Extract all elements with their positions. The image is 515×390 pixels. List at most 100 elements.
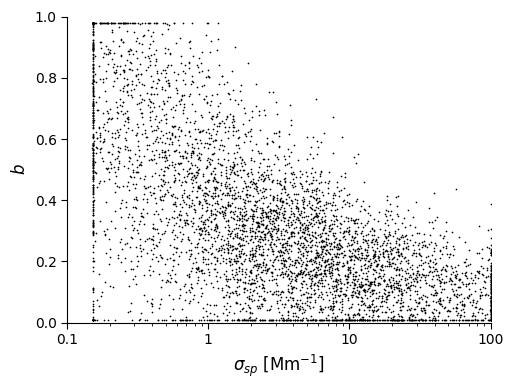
Point — [487, 293, 495, 300]
Point — [130, 29, 139, 35]
Point — [236, 242, 245, 248]
Point — [224, 201, 232, 207]
Point — [260, 288, 268, 294]
Point — [451, 274, 459, 280]
Point — [193, 169, 201, 176]
Point — [279, 212, 287, 218]
Point — [147, 123, 155, 129]
Point — [356, 282, 364, 289]
Point — [162, 111, 170, 117]
Point — [387, 207, 395, 214]
Point — [313, 271, 321, 278]
Point — [392, 299, 401, 305]
Point — [182, 119, 190, 125]
Point — [407, 316, 416, 323]
Point — [364, 218, 372, 224]
Point — [236, 243, 244, 249]
Point — [369, 266, 377, 272]
Point — [233, 234, 241, 240]
Point — [130, 272, 139, 278]
Point — [262, 186, 270, 193]
Point — [487, 302, 495, 308]
Point — [302, 223, 311, 230]
Point — [89, 20, 97, 26]
Point — [398, 316, 406, 323]
Point — [236, 97, 245, 103]
Point — [269, 215, 277, 221]
Point — [89, 90, 97, 96]
Point — [469, 277, 477, 283]
Point — [436, 278, 444, 285]
Point — [312, 280, 320, 286]
Point — [405, 273, 413, 280]
Point — [208, 250, 216, 256]
Point — [259, 228, 267, 234]
Point — [354, 310, 362, 317]
Point — [203, 178, 212, 184]
Point — [124, 92, 132, 98]
Point — [199, 314, 207, 320]
Point — [376, 299, 385, 305]
Point — [316, 316, 324, 323]
Point — [108, 27, 116, 33]
Point — [397, 313, 405, 319]
Point — [280, 185, 288, 191]
Point — [312, 219, 320, 225]
Point — [256, 243, 264, 249]
Point — [273, 197, 281, 203]
Point — [89, 258, 97, 264]
Point — [406, 287, 414, 293]
Point — [236, 227, 245, 233]
Point — [310, 316, 318, 323]
Point — [117, 245, 126, 252]
Point — [213, 111, 221, 117]
Point — [213, 199, 221, 205]
Point — [272, 276, 280, 282]
Point — [171, 316, 180, 323]
Point — [234, 240, 243, 246]
Point — [481, 292, 489, 298]
Point — [431, 217, 439, 223]
Point — [179, 107, 187, 113]
Point — [263, 140, 271, 146]
Point — [205, 214, 213, 220]
Point — [220, 183, 229, 189]
Point — [403, 285, 411, 291]
Point — [267, 316, 276, 323]
Point — [342, 228, 350, 234]
Point — [182, 220, 191, 226]
Point — [265, 220, 273, 226]
Point — [303, 202, 311, 208]
Point — [307, 223, 316, 229]
Point — [241, 269, 249, 275]
Point — [242, 316, 250, 323]
Point — [236, 277, 245, 283]
Point — [89, 20, 97, 26]
Point — [408, 282, 417, 288]
Point — [324, 281, 332, 287]
Point — [184, 204, 193, 210]
Point — [139, 206, 147, 212]
Point — [308, 236, 316, 243]
Point — [193, 241, 201, 247]
Point — [333, 316, 341, 323]
Point — [226, 187, 234, 193]
Point — [203, 99, 212, 105]
Point — [440, 305, 449, 311]
Point — [351, 234, 359, 240]
Point — [201, 256, 209, 262]
Point — [182, 289, 191, 296]
Point — [458, 305, 467, 312]
Point — [116, 87, 124, 94]
Point — [149, 100, 157, 106]
Point — [347, 292, 355, 298]
Point — [184, 237, 193, 243]
Point — [262, 223, 270, 229]
Point — [487, 271, 495, 278]
Point — [142, 184, 150, 191]
Point — [442, 279, 450, 285]
Point — [387, 274, 396, 280]
Point — [294, 270, 302, 276]
Point — [405, 316, 413, 322]
Point — [247, 157, 255, 163]
